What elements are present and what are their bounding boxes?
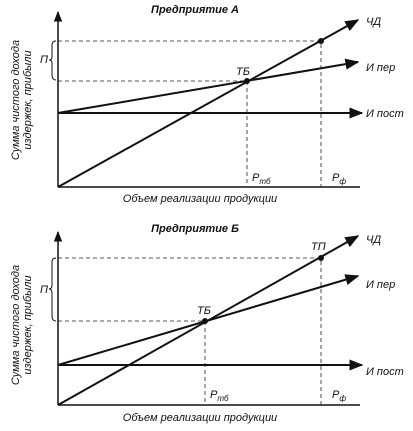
- title: Предприятие Б: [151, 223, 239, 235]
- y-label: издержек, прибыли: [22, 275, 34, 374]
- profit-label: П: [40, 54, 48, 66]
- panel-a: Предприятие А Сумма чистого дохода издер…: [10, 4, 404, 205]
- variable-costs-line: [57, 274, 360, 366]
- profit-point-label: ТП: [311, 241, 326, 253]
- fixed-costs-label: И пост: [366, 108, 404, 120]
- p-main: Р: [210, 389, 218, 401]
- p-sub: ф: [339, 177, 346, 186]
- variable-costs-line: [57, 58, 360, 114]
- brace: [48, 257, 57, 322]
- p-f: Рф: [332, 172, 346, 186]
- x-label: Объем реализации продукции: [123, 193, 277, 205]
- variable-costs-label: И пер: [366, 279, 395, 291]
- p-sub: ф: [339, 394, 346, 403]
- brace: [48, 40, 57, 81]
- y-label: Сумма чистого дохода: [10, 265, 22, 385]
- panel-b: Предприятие Б Сумма чистого дохода издер…: [10, 223, 404, 424]
- net-income-label: ЧД: [366, 16, 381, 28]
- variable-costs-label: И пер: [366, 62, 395, 74]
- net-income-line: [57, 19, 360, 188]
- y-label: Сумма чистого дохода: [10, 40, 22, 160]
- p-tb: Ртб: [210, 389, 229, 403]
- net-income-label: ЧД: [366, 234, 381, 246]
- x-label: Объем реализации продукции: [123, 412, 277, 424]
- fixed-costs-label: И пост: [366, 366, 404, 378]
- breakeven-point: [244, 78, 250, 84]
- p-main: Р: [332, 172, 340, 184]
- breakeven-point: [202, 318, 208, 324]
- p-sub: тб: [217, 394, 229, 403]
- profit-point: [318, 38, 324, 44]
- title: Предприятие А: [151, 4, 239, 16]
- p-tb: Ртб: [252, 172, 271, 186]
- p-sub: тб: [259, 177, 271, 186]
- profit-point: [318, 255, 324, 261]
- profit-label: П: [40, 284, 48, 296]
- p-f: Рф: [332, 389, 346, 403]
- p-main: Р: [332, 389, 340, 401]
- breakeven-label: ТБ: [236, 66, 250, 78]
- breakeven-label: ТБ: [197, 305, 211, 317]
- y-label: издержек, прибыли: [22, 50, 34, 149]
- p-main: Р: [252, 172, 260, 184]
